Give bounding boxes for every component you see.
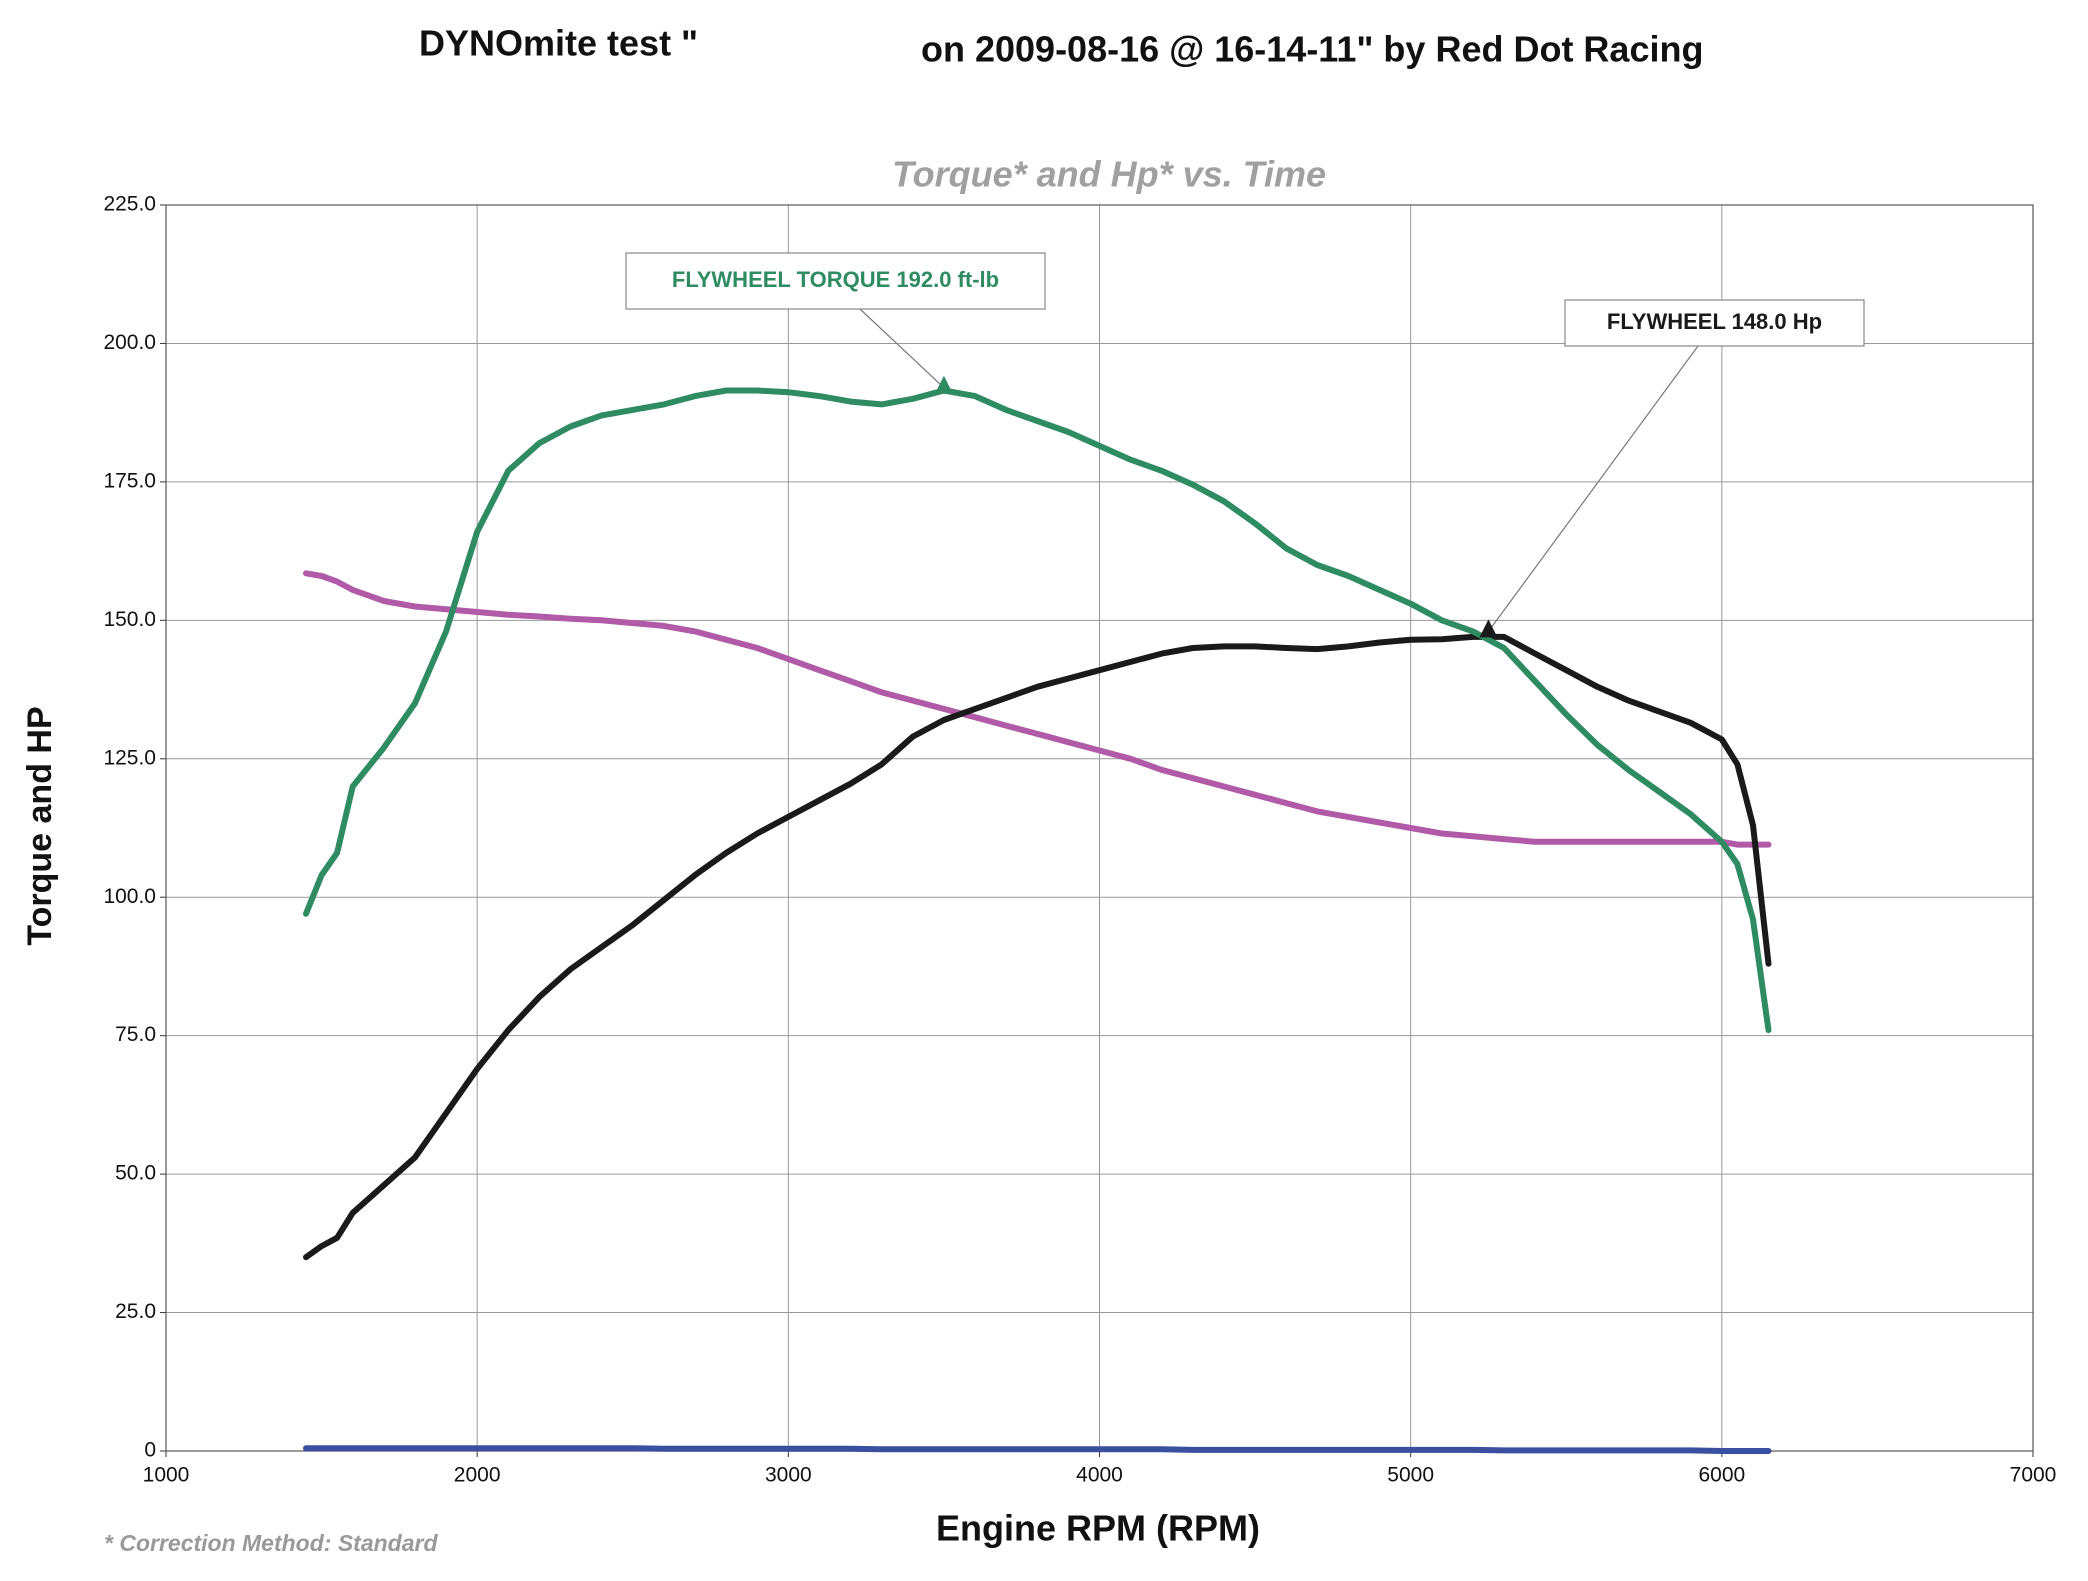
annotation-marker (934, 375, 953, 394)
y-tick-label: 225.0 (103, 193, 156, 216)
x-tick-label: 5000 (1387, 1464, 1434, 1487)
x-tick-label: 6000 (1698, 1464, 1745, 1487)
x-tick-label: 4000 (1076, 1464, 1123, 1487)
series-line (303, 633, 1772, 1261)
chart-title: DYNOmite test " (419, 23, 698, 64)
y-tick-label: 50.0 (115, 1162, 156, 1185)
annotation-box (625, 252, 1046, 310)
x-tick-label: 3000 (765, 1464, 812, 1487)
y-tick-label: 75.0 (115, 1023, 156, 1046)
series-line (303, 387, 1772, 1034)
annotation-leader (859, 308, 945, 389)
chart-title-right: on 2009-08-16 @ 16-14-11" by Red Dot Rac… (921, 29, 1703, 70)
y-tick-label: 100.0 (103, 885, 156, 908)
y-axis-label: Torque and HP (21, 706, 59, 945)
annotation-box (1564, 299, 1865, 347)
annotation-marker (1479, 619, 1498, 638)
y-tick-label: 25.0 (115, 1300, 156, 1323)
annotation-label: FLYWHEEL TORQUE 192.0 ft-lb (672, 267, 999, 292)
x-tick-label: 2000 (454, 1464, 501, 1487)
footnote: * Correction Method: Standard (104, 1530, 438, 1556)
chart-subtitle: Torque* and Hp* vs. Time (892, 154, 1326, 195)
series-line (303, 570, 1772, 848)
annotation-label: FLYWHEEL 148.0 Hp (1607, 309, 1822, 334)
y-tick-label: 125.0 (103, 746, 156, 769)
x-tick-label: 1000 (143, 1464, 190, 1487)
y-tick-label: 0 (144, 1439, 156, 1462)
y-tick-label: 175.0 (103, 469, 156, 492)
x-tick-label: 7000 (2010, 1464, 2057, 1487)
y-tick-label: 200.0 (103, 331, 156, 354)
annotation-leader (1487, 345, 1699, 632)
x-axis-label: Engine RPM (RPM) (936, 1508, 1260, 1549)
y-tick-label: 150.0 (103, 608, 156, 631)
series-line (303, 1445, 1772, 1454)
